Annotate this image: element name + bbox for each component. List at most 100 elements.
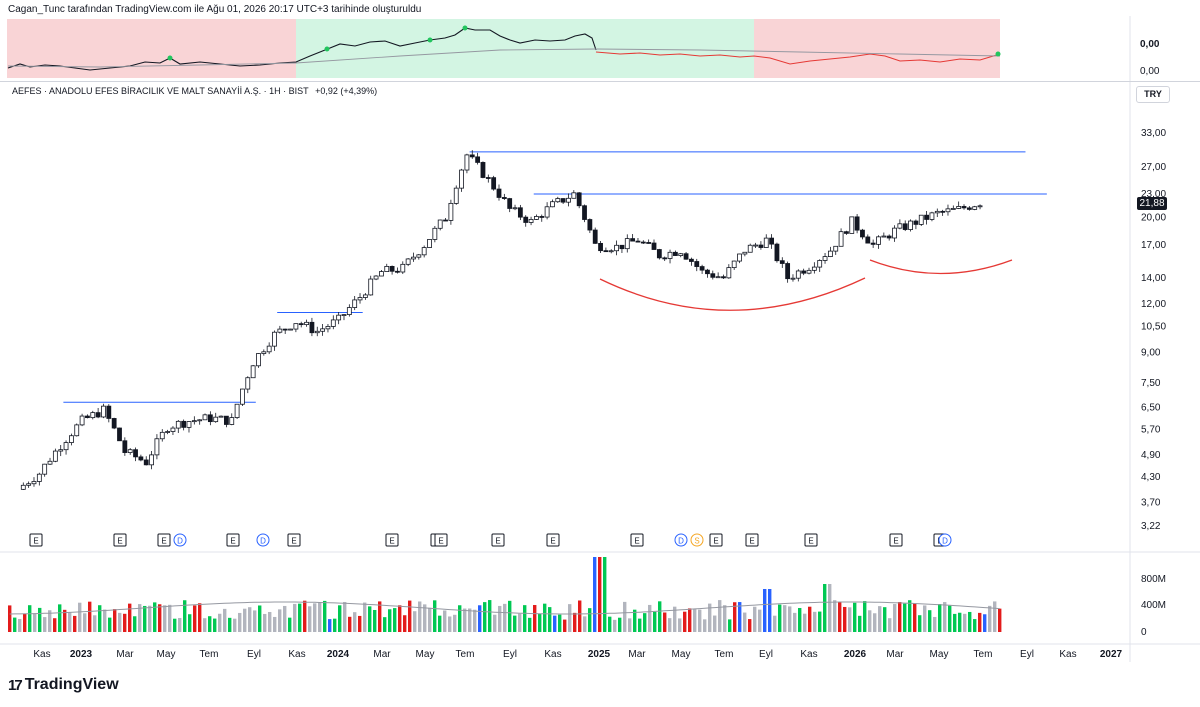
earnings-event-marker[interactable]: [29, 533, 43, 547]
price-axis[interactable]: 33,00 27,00 23,00 20,00 17,00 14,00 12,00 10,50…: [1141, 128, 1166, 532]
candle-body: [501, 197, 507, 199]
volume-bar: [608, 616, 612, 632]
tradingview-logo[interactable]: 17 TradingView: [8, 676, 119, 694]
volume-bar: [103, 609, 107, 632]
price-chart[interactable]: 33,00 27,00 23,00 20,00 17,00 14,00 12,00 10,50…: [0, 82, 1200, 662]
time-tick: May: [416, 649, 435, 660]
event-label: E: [161, 537, 166, 546]
earnings-event-marker[interactable]: [491, 533, 505, 547]
price-tick: 9,00: [1141, 347, 1161, 358]
earnings-event-marker[interactable]: [226, 533, 240, 547]
candle-body: [293, 323, 299, 330]
volume-bar: [213, 618, 217, 632]
volume-bar: [158, 604, 162, 632]
volume-bar: [148, 605, 152, 632]
earnings-event-marker[interactable]: [434, 533, 448, 547]
candle-body: [870, 242, 876, 245]
volume-bar: [793, 612, 797, 632]
event-label: D: [177, 537, 183, 546]
earnings-event-marker[interactable]: [113, 533, 127, 547]
earnings-event-marker[interactable]: [630, 533, 644, 547]
earnings-event-marker[interactable]: [546, 533, 560, 547]
volume-bar: [203, 618, 207, 632]
candle-body: [480, 162, 486, 178]
candle-body: [747, 244, 753, 253]
candle-body: [384, 266, 390, 272]
price-tick: 23,00: [1141, 189, 1166, 200]
earnings-event-marker[interactable]: [709, 533, 723, 547]
candle-body: [667, 251, 673, 259]
volume-bar: [13, 617, 17, 632]
candle-body: [272, 331, 277, 347]
candle-body: [630, 238, 636, 242]
volume-bar: [253, 610, 257, 632]
volume-bar: [28, 605, 32, 632]
cup-arc: [599, 277, 866, 311]
candle-body: [950, 208, 956, 210]
dividend-event-marker[interactable]: [173, 533, 187, 547]
volume-bar: [723, 605, 727, 632]
price-tick: 27,00: [1141, 162, 1166, 173]
volume-bar: [593, 557, 597, 632]
candle-body: [379, 271, 384, 277]
earnings-event-marker[interactable]: [157, 533, 171, 547]
dividend-event-marker[interactable]: [938, 533, 952, 547]
candle-body: [838, 231, 844, 247]
candle-body: [769, 237, 774, 245]
dividend-event-marker[interactable]: [674, 533, 688, 547]
candle-body: [550, 201, 555, 208]
earnings-event-marker[interactable]: [889, 533, 903, 547]
candle-body: [85, 415, 90, 419]
event-label: E: [389, 537, 394, 546]
event-label: S: [694, 537, 699, 546]
candle-body: [806, 269, 812, 274]
volume-bar: [758, 609, 762, 632]
price-tick: 3,22: [1141, 521, 1161, 532]
event-label: E: [634, 537, 639, 546]
time-tick: Kas: [1059, 649, 1076, 660]
cup-handle-arcs: [599, 259, 1013, 311]
volume-bar: [413, 611, 417, 632]
event-label: E: [713, 537, 718, 546]
earnings-event-marker[interactable]: [804, 533, 818, 547]
dividend-event-marker[interactable]: [256, 533, 270, 547]
volume-bar: [53, 618, 57, 632]
volume-bar: [108, 617, 112, 632]
event-label: D: [678, 537, 684, 546]
candle-body: [560, 198, 566, 203]
earnings-event-marker[interactable]: [745, 533, 759, 547]
split-event-marker[interactable]: [690, 533, 704, 547]
candle-body: [918, 214, 924, 225]
symbol-title: AEFES · ANADOLU EFES BİRACILIK VE MALT S…: [12, 86, 309, 96]
candle-body: [598, 242, 603, 252]
candle-body: [646, 242, 652, 244]
volume-bar: [33, 613, 37, 632]
event-label: E: [230, 537, 235, 546]
time-axis[interactable]: Kas 2023 Mar May Tem Eyl Kas 2024 Mar May Tem Eyl Ka…: [0, 643, 1200, 660]
earnings-event-marker[interactable]: [385, 533, 399, 547]
volume-bar: [473, 609, 477, 632]
volume-bar: [518, 613, 522, 632]
time-tick: Kas: [288, 649, 305, 660]
candle-body: [405, 258, 411, 265]
candle-body: [496, 188, 502, 198]
candle-body: [635, 240, 641, 243]
price-tick: 3,70: [1141, 498, 1161, 509]
event-markers[interactable]: EEEDEDEEEEEEEDSEEEEED: [29, 533, 952, 547]
candle-body: [742, 251, 748, 255]
volume-bar: [123, 613, 127, 632]
volume-bar: [828, 584, 832, 632]
earnings-event-marker[interactable]: [287, 533, 301, 547]
time-tick: May: [672, 649, 691, 660]
candle-body: [143, 459, 149, 466]
volume-bar: [693, 608, 697, 632]
candle-body: [74, 424, 80, 437]
volume-bar: [993, 601, 997, 632]
indicator-line: [7, 27, 597, 71]
volume-bar: [623, 601, 627, 632]
price-tick: 10,50: [1141, 321, 1166, 332]
volume-bar: [218, 613, 222, 632]
price-tick: 4,90: [1141, 450, 1161, 461]
event-label: E: [33, 537, 38, 546]
currency-button[interactable]: TRY: [1136, 86, 1170, 103]
